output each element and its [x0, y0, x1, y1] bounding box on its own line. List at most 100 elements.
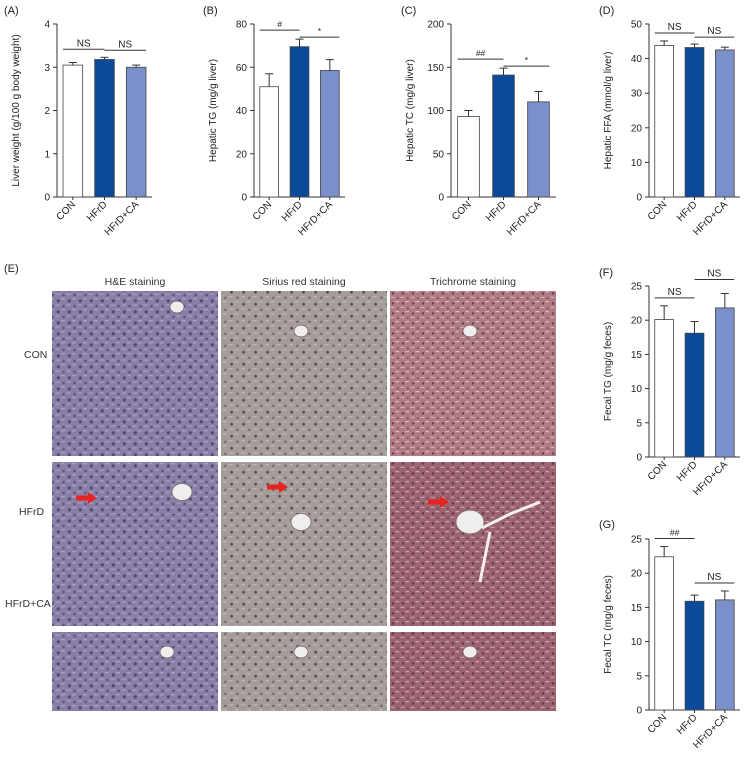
- y-axis-label: Hepatic FFA (mmol/g liver): [603, 52, 614, 170]
- bar-hfrd-ca: [715, 307, 735, 458]
- significance-label: *: [525, 55, 529, 65]
- y-tick-label: 25: [631, 282, 643, 293]
- y-tick-label: 200: [427, 20, 444, 31]
- bar-hfrd-ca: [715, 49, 735, 198]
- panel-label-a: (A): [4, 5, 19, 17]
- significance-label: NS: [707, 572, 721, 583]
- y-tick-label: 0: [636, 706, 642, 717]
- x-tick-label: CON: [251, 199, 275, 223]
- y-tick-label: 60: [236, 63, 248, 74]
- x-tick-label: HFrD: [675, 199, 700, 224]
- row-label-hfrd: HFrD: [19, 506, 45, 518]
- significance-label: *: [318, 26, 322, 36]
- column-header-trichrome: Trichrome staining: [430, 276, 516, 288]
- y-tick-label: 40: [236, 106, 248, 117]
- significance-label: NS: [77, 38, 91, 49]
- y-tick-label: 10: [631, 158, 643, 169]
- y-tick-label: 20: [631, 316, 643, 327]
- y-axis-label: Hepatic TC (mg/g liver): [405, 59, 416, 162]
- y-tick-label: 20: [631, 123, 643, 134]
- bar-con: [654, 319, 674, 458]
- bar-con: [62, 64, 84, 198]
- y-tick-label: 5: [636, 418, 642, 429]
- x-tick-label: HFrD: [85, 199, 110, 224]
- panel-label-g: (G): [599, 519, 615, 531]
- x-tick-label: HFrD+CA: [103, 199, 142, 238]
- panel-label-f: (F): [599, 267, 613, 279]
- y-tick-label: 0: [44, 193, 50, 204]
- column-header-he: H&E staining: [104, 276, 166, 288]
- y-tick-label: 25: [631, 535, 643, 546]
- panel-label-d: (D): [599, 5, 614, 17]
- y-tick-label: 3: [44, 63, 50, 74]
- chart-g: (G) 0 5 10 15 20 25 Fecal TC (mg/g feces) CON HFr…: [599, 519, 740, 751]
- chart-b: (B) 0 20 40 60 80 Hepatic TG (mg/g liver) CON HF…: [203, 5, 345, 238]
- panel-label-b: (B): [203, 5, 218, 17]
- x-tick-label: CON: [646, 459, 670, 483]
- y-tick-label: 30: [631, 89, 643, 100]
- y-axis-label: Liver weight (g/100 g body weight): [11, 34, 22, 186]
- panel-label-e: (E): [4, 263, 19, 275]
- chart-f: (F) 0 5 10 15 20 25 Fecal TG (mg/g feces) CON HFr…: [599, 267, 740, 498]
- significance-label: NS: [707, 26, 721, 37]
- y-tick-label: 2: [44, 106, 50, 117]
- x-tick-label: HFrD+CA: [505, 199, 544, 238]
- y-tick-label: 0: [241, 193, 247, 204]
- y-axis-label: Fecal TC (mg/g feces): [603, 575, 614, 674]
- row-label-con: CON: [24, 349, 48, 361]
- bar-hfrd: [684, 600, 705, 711]
- x-tick-label: CON: [646, 199, 670, 223]
- y-axis-label: Fecal TG (mg/g feces): [603, 322, 614, 421]
- x-tick-label: HFrD: [675, 712, 700, 737]
- row-label-hfrd-ca: HFrD+CA: [5, 598, 51, 610]
- bar-hfrd-ca: [125, 66, 147, 198]
- y-axis-label: Hepatic TG (mg/g liver): [208, 59, 219, 162]
- significance-label: NS: [118, 39, 132, 50]
- column-header-sirius: Sirius red staining: [262, 276, 346, 288]
- y-tick-label: 5: [636, 671, 642, 682]
- y-tick-label: 40: [631, 54, 643, 65]
- y-tick-label: 150: [427, 63, 444, 74]
- bar-con: [259, 86, 279, 198]
- significance-label: NS: [668, 22, 682, 33]
- significance-label: #: [277, 19, 282, 29]
- y-tick-label: 1: [44, 149, 50, 160]
- chart-d: (D) 0 10 20 30 40 50 Hepatic FFA (mmol/g liver)…: [599, 5, 740, 238]
- significance-label: NS: [668, 287, 682, 298]
- bar-hfrd: [289, 46, 310, 198]
- panel-label-c: (C): [401, 5, 416, 17]
- bar-hfrd: [684, 332, 705, 458]
- significance-label: NS: [707, 269, 721, 280]
- x-tick-label: HFrD: [675, 459, 700, 484]
- y-tick-label: 20: [236, 149, 248, 160]
- y-tick-label: 4: [44, 20, 50, 31]
- bar-con: [457, 116, 480, 198]
- x-tick-label: CON: [450, 199, 474, 223]
- bar-hfrd: [94, 59, 115, 198]
- y-tick-label: 20: [631, 569, 643, 580]
- bar-hfrd-ca: [715, 599, 735, 711]
- y-tick-label: 0: [438, 193, 444, 204]
- y-tick-label: 100: [427, 106, 444, 117]
- y-tick-label: 15: [631, 603, 643, 614]
- y-tick-label: 80: [236, 20, 248, 31]
- bar-hfrd: [492, 74, 515, 198]
- x-tick-label: HFrD: [484, 199, 509, 224]
- y-tick-label: 0: [636, 453, 642, 464]
- y-tick-label: 10: [631, 384, 643, 395]
- x-tick-label: CON: [54, 199, 78, 223]
- bar-hfrd: [684, 47, 705, 198]
- bar-con: [654, 45, 674, 198]
- chart-a: (A) 0 1 2 3 4 Liver weight (g/100 g body weigh…: [4, 5, 152, 238]
- y-tick-label: 50: [433, 149, 445, 160]
- significance-label: ##: [476, 48, 486, 58]
- y-tick-label: 50: [631, 20, 643, 31]
- chart-c: (C) 0 50 100 150 200 Hepatic TC (mg/g liver) CO…: [401, 5, 556, 238]
- x-tick-label: CON: [646, 712, 670, 736]
- y-tick-label: 15: [631, 350, 643, 361]
- significance-label: ##: [670, 528, 680, 538]
- y-tick-label: 0: [636, 193, 642, 204]
- y-tick-label: 10: [631, 637, 643, 648]
